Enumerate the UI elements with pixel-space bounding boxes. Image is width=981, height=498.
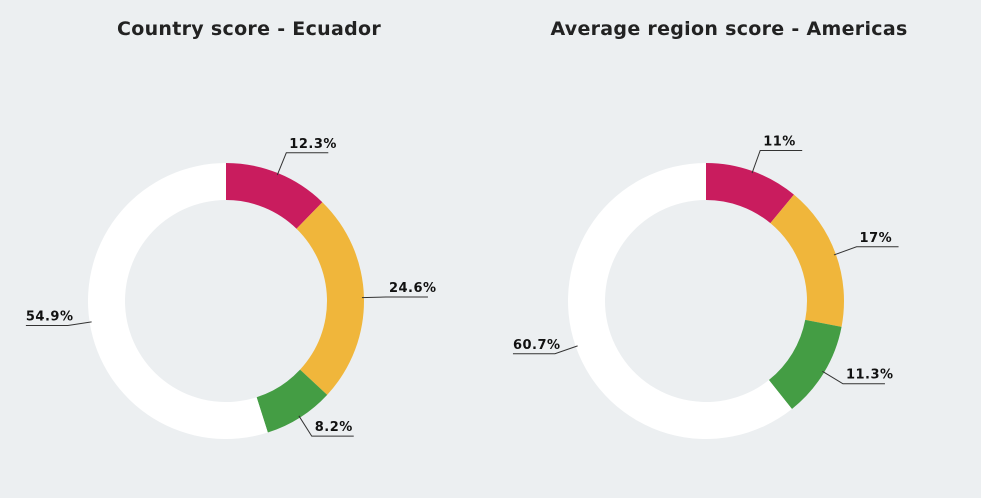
donut-slice	[296, 202, 364, 395]
chart-title-region: Average region score - Americas	[550, 18, 908, 40]
leader-line	[276, 152, 329, 176]
donut-slice	[87, 163, 268, 440]
leader-line	[25, 321, 92, 327]
donut-slice	[706, 163, 794, 224]
data-label: 11.3%	[846, 368, 894, 383]
leader-line	[833, 246, 899, 256]
donut-slice	[256, 369, 328, 433]
leader-line	[822, 370, 885, 385]
data-label: 60.7%	[513, 338, 561, 353]
donut-slice	[226, 163, 323, 229]
donut-slice	[768, 319, 842, 409]
data-label: 8.2%	[315, 420, 353, 435]
data-label: 17%	[860, 231, 893, 246]
donut-slice	[567, 163, 792, 439]
data-label: 54.9%	[26, 310, 74, 325]
leader-line	[361, 296, 428, 299]
leader-line	[512, 345, 578, 355]
leader-line	[751, 149, 803, 174]
chart-title-country: Country score - Ecuador	[116, 18, 382, 40]
donut-slice	[770, 194, 844, 327]
data-label: 11%	[763, 134, 796, 149]
data-label: 12.3%	[289, 137, 337, 152]
leader-line	[298, 415, 354, 437]
data-label: 24.6%	[389, 281, 437, 296]
